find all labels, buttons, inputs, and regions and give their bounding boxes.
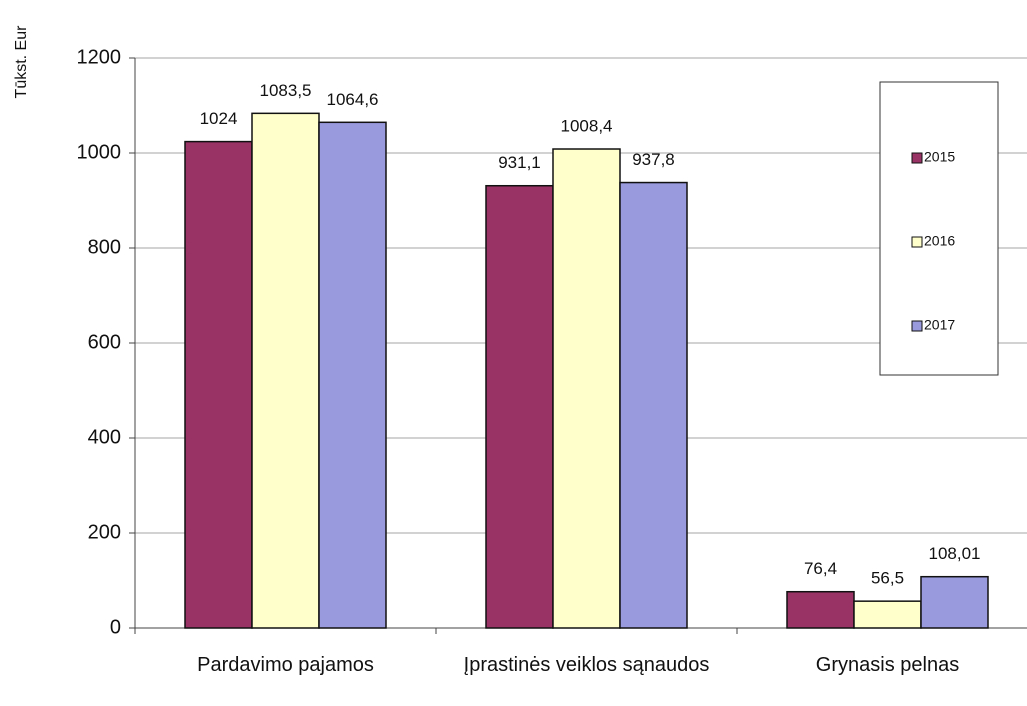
legend-label: 2016 xyxy=(924,233,955,249)
data-label: 56,5 xyxy=(871,569,904,588)
data-label: 1064,6 xyxy=(327,90,379,109)
legend-swatch xyxy=(911,152,923,164)
data-label: 1008,4 xyxy=(561,116,613,135)
x-tick-label: Grynasis pelnas xyxy=(815,654,960,676)
data-label: 937,8 xyxy=(632,150,675,169)
y-tick-label: 600 xyxy=(88,331,121,353)
bar xyxy=(552,148,621,629)
bar xyxy=(920,575,989,629)
y-tick-label: 200 xyxy=(88,521,121,543)
legend-swatch xyxy=(911,236,923,248)
legend-box xyxy=(879,81,999,376)
legend-label: 2017 xyxy=(924,317,955,333)
legend-swatch xyxy=(911,320,923,332)
x-tick-label: Įprastinės veiklos sąnaudos xyxy=(463,654,710,676)
data-label: 108,01 xyxy=(929,544,981,563)
y-tick-label: 1000 xyxy=(77,141,122,163)
y-tick-label: 800 xyxy=(88,236,121,258)
bar xyxy=(786,590,855,629)
data-label: 1024 xyxy=(200,109,238,128)
bar xyxy=(251,112,320,629)
bar xyxy=(853,600,922,629)
bar xyxy=(485,184,554,629)
bar xyxy=(619,181,688,629)
data-label: 931,1 xyxy=(498,153,541,172)
y-tick-label: 1200 xyxy=(77,46,122,68)
legend-label: 2015 xyxy=(924,149,955,165)
y-axis-label: Tūkst. Eur xyxy=(13,25,30,99)
bar xyxy=(318,121,387,629)
data-label: 76,4 xyxy=(804,559,837,578)
x-tick-label: Pardavimo pajamos xyxy=(197,654,374,676)
y-tick-label: 400 xyxy=(88,426,121,448)
data-label: 1083,5 xyxy=(260,81,312,100)
bar xyxy=(184,140,253,629)
y-tick-label: 0 xyxy=(110,616,121,638)
